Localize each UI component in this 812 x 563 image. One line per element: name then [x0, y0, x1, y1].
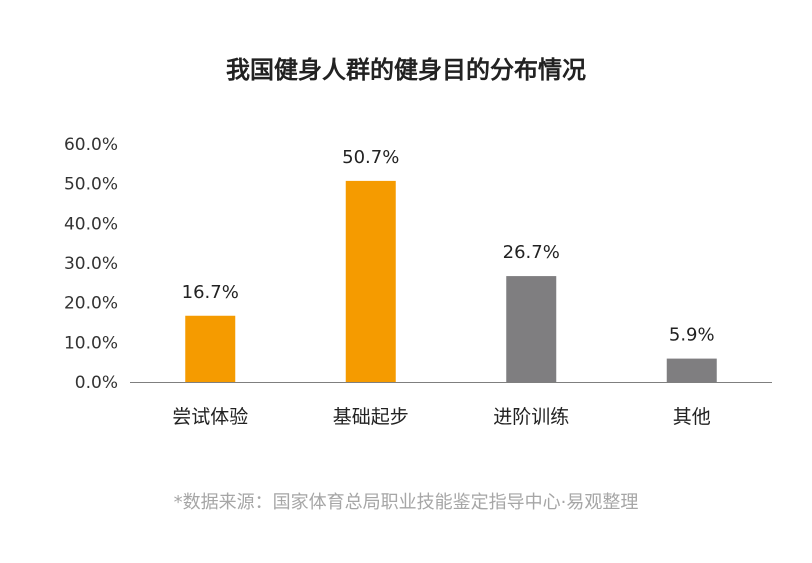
bar	[666, 358, 717, 382]
data-label: 5.9%	[669, 325, 715, 346]
x-tick-label: 尝试体验	[172, 406, 248, 428]
y-tick-label: 60.0%	[64, 135, 118, 155]
y-axis: 0.0% 10.0% 20.0% 30.0% 40.0% 50.0% 60.0%	[64, 135, 118, 393]
data-label: 26.7%	[503, 242, 560, 263]
x-axis: 尝试体验 基础起步 进阶训练 其他	[172, 406, 711, 428]
bar	[345, 180, 396, 382]
x-tick-label: 进阶训练	[493, 406, 569, 428]
x-tick-label: 基础起步	[333, 406, 409, 428]
y-tick-label: 40.0%	[64, 214, 118, 234]
data-labels-group: 16.7% 50.7% 26.7% 5.9%	[182, 147, 715, 346]
x-tick-label: 其他	[673, 406, 711, 428]
source-note: *数据来源：国家体育总局职业技能鉴定指导中心·易观整理	[174, 492, 639, 513]
y-tick-label: 50.0%	[64, 175, 118, 195]
data-label: 50.7%	[342, 147, 399, 168]
data-label: 16.7%	[182, 282, 239, 303]
y-tick-label: 30.0%	[64, 254, 118, 274]
y-tick-label: 20.0%	[64, 294, 118, 314]
y-tick-label: 0.0%	[75, 373, 118, 393]
y-tick-label: 10.0%	[64, 333, 118, 353]
bar	[185, 315, 236, 382]
chart-title: 我国健身人群的健身目的分布情况	[226, 56, 586, 84]
bar	[506, 276, 557, 382]
bars-group	[185, 180, 717, 382]
